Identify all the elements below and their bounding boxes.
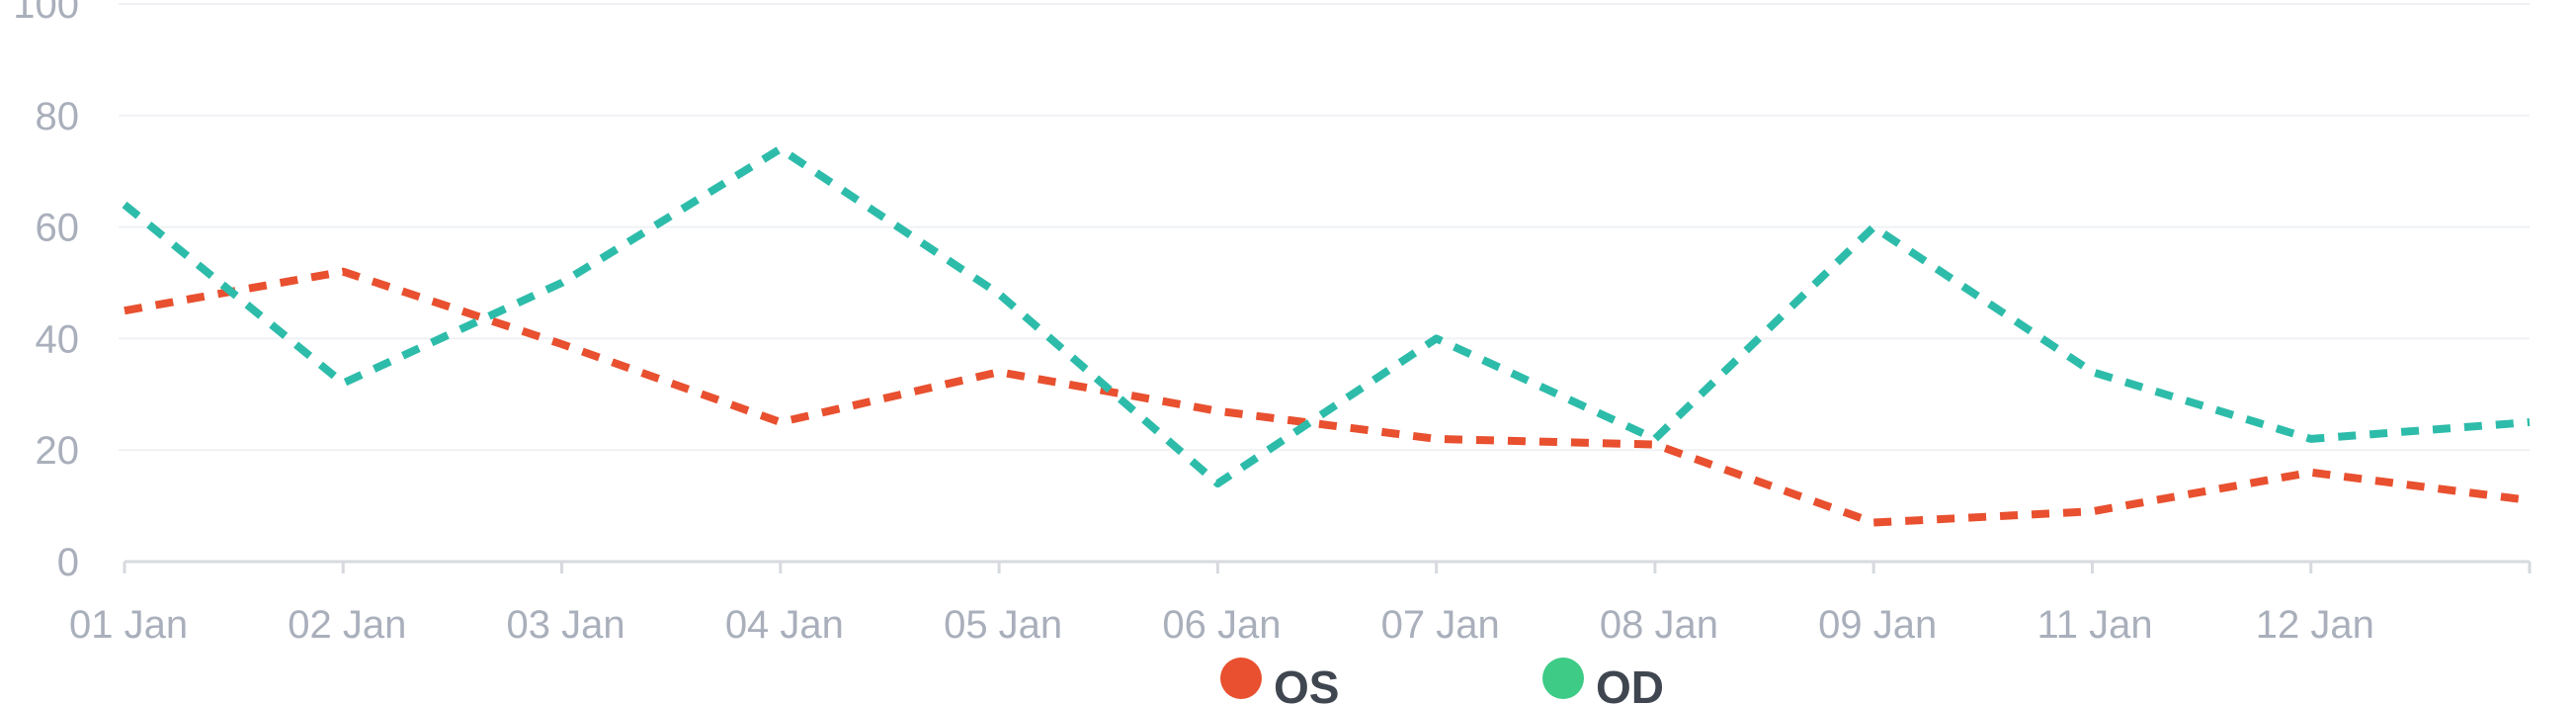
series-line-os: [124, 267, 2531, 527]
x-tick-label: 08 Jan: [1600, 603, 1718, 647]
y-tick-label: 80: [36, 95, 80, 138]
x-tick-label: 03 Jan: [507, 603, 625, 647]
x-tick-label: 04 Jan: [725, 603, 844, 647]
series-lines: [122, 144, 2531, 527]
x-tick-label: 01 Jan: [69, 603, 188, 647]
x-tick-label: 09 Jan: [1818, 603, 1937, 647]
legend-label-od: OD: [1596, 661, 1664, 704]
x-tick-label: 02 Jan: [288, 603, 406, 647]
y-tick-label: 100: [13, 0, 79, 27]
y-tick-label: 20: [36, 429, 80, 473]
legend-marker-od: [1542, 658, 1584, 699]
gridlines: [119, 3, 2530, 452]
y-tick-label: 60: [36, 207, 80, 250]
y-tick-label: 40: [36, 317, 80, 361]
legend-label-os: OS: [1274, 661, 1339, 704]
y-tick-label: 0: [57, 541, 79, 584]
x-tick-label: 12 Jan: [2256, 603, 2374, 647]
x-tick-label: 07 Jan: [1381, 603, 1500, 647]
x-tick-label: 06 Jan: [1162, 603, 1281, 647]
legend: OS OD: [1220, 658, 1664, 704]
axes: 0 20 40 60 80 100 01 Jan 02 Jan 03 Jan 04 Jan 05 J…: [13, 0, 2532, 647]
legend-marker-os: [1220, 658, 1262, 699]
x-tick-label: 05 Jan: [944, 603, 1062, 647]
x-tick-label: 11 Jan: [2036, 603, 2152, 647]
series-line-od: [122, 144, 2531, 487]
